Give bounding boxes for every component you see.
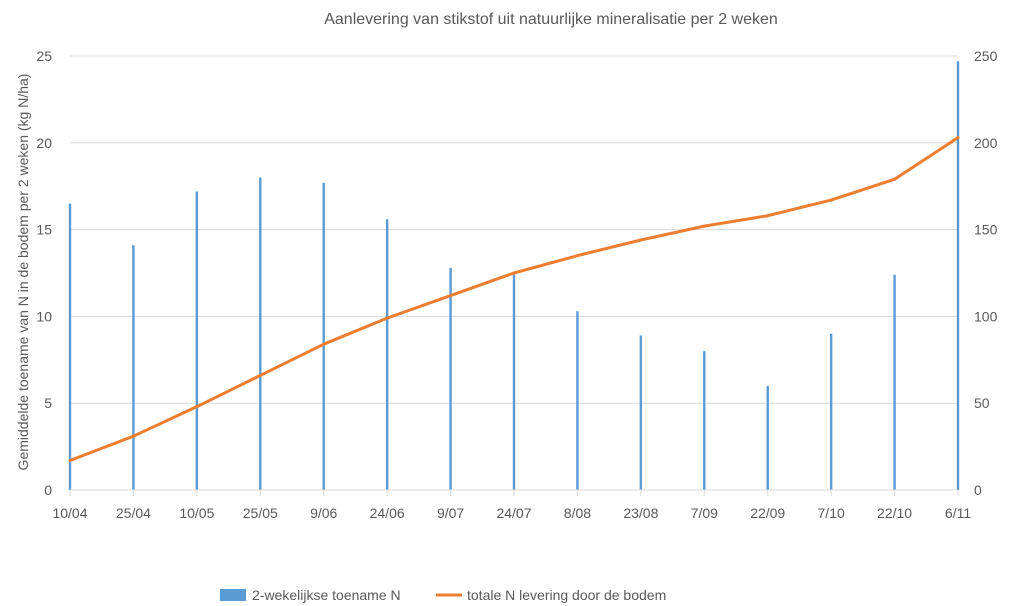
x-tick-label: 22/09 xyxy=(750,505,785,521)
x-tick-label: 25/05 xyxy=(243,505,278,521)
bar xyxy=(68,203,72,490)
legend-label-line: totale N levering door de bodem xyxy=(467,587,666,603)
bar xyxy=(512,273,516,490)
bar xyxy=(639,335,643,490)
y2-tick-label: 50 xyxy=(974,395,990,411)
line-point xyxy=(322,342,326,346)
y2-tick-label: 0 xyxy=(974,482,982,498)
y-tick-label: 25 xyxy=(36,48,52,64)
gridlines xyxy=(70,55,958,404)
line-point xyxy=(385,316,389,320)
x-tick-label: 7/09 xyxy=(691,505,718,521)
bar xyxy=(449,267,452,490)
bar xyxy=(259,177,262,490)
x-tick-label: 25/04 xyxy=(116,505,151,521)
y2-tick-label: 200 xyxy=(974,135,998,151)
bar xyxy=(893,274,896,490)
line-point xyxy=(512,271,516,275)
line-point xyxy=(766,214,770,218)
bar xyxy=(703,351,706,490)
y2-tick-label: 250 xyxy=(974,48,998,64)
bar xyxy=(132,245,135,490)
x-tick-label: 8/08 xyxy=(564,505,591,521)
line-point xyxy=(893,177,897,181)
x-tick-label: 24/06 xyxy=(370,505,405,521)
bar xyxy=(322,182,325,490)
y-tick-label: 5 xyxy=(44,395,52,411)
y2-tick-label: 150 xyxy=(974,222,998,238)
bar xyxy=(829,333,833,490)
line-point xyxy=(131,434,135,438)
line-point xyxy=(68,458,72,462)
y-tick-label: 10 xyxy=(36,308,52,324)
x-tick-label: 9/07 xyxy=(437,505,464,521)
line-point xyxy=(702,224,706,228)
legend-label-bar: 2-wekelijkse toename N xyxy=(252,587,401,603)
x-tick-label: 22/10 xyxy=(877,505,912,521)
x-tick-label: 7/10 xyxy=(818,505,845,521)
x-tick-label: 10/05 xyxy=(179,505,214,521)
line-point xyxy=(449,294,453,298)
x-tick-label: 10/04 xyxy=(52,505,87,521)
x-tick-label: 9/06 xyxy=(310,505,337,521)
line-point xyxy=(639,238,643,242)
line-series xyxy=(68,136,960,462)
bar xyxy=(956,61,960,490)
line-point xyxy=(195,405,199,409)
line-point xyxy=(829,198,833,202)
bar xyxy=(576,311,579,490)
line-point xyxy=(575,254,579,258)
y-tick-label: 20 xyxy=(36,135,52,151)
bar xyxy=(195,191,199,490)
line-point xyxy=(258,373,262,377)
bar-series xyxy=(68,61,960,490)
legend-swatch-bar xyxy=(220,589,246,601)
line-point xyxy=(956,136,960,140)
y-tick-label: 0 xyxy=(44,482,52,498)
x-tick-label: 6/11 xyxy=(945,505,971,521)
y2-tick-label: 100 xyxy=(974,308,998,324)
chart-title: Aanlevering van stikstof uit natuurlijke… xyxy=(324,11,778,28)
x-tick-label: 23/08 xyxy=(623,505,658,521)
x-tick-label: 24/07 xyxy=(496,505,531,521)
y-axis-label: Gemiddelde toename van N in de bodem per… xyxy=(15,74,31,471)
y-tick-label: 15 xyxy=(36,222,52,238)
bar xyxy=(766,385,769,490)
bar xyxy=(385,219,389,490)
legend: 2-wekelijkse toename N totale N levering … xyxy=(220,587,666,603)
